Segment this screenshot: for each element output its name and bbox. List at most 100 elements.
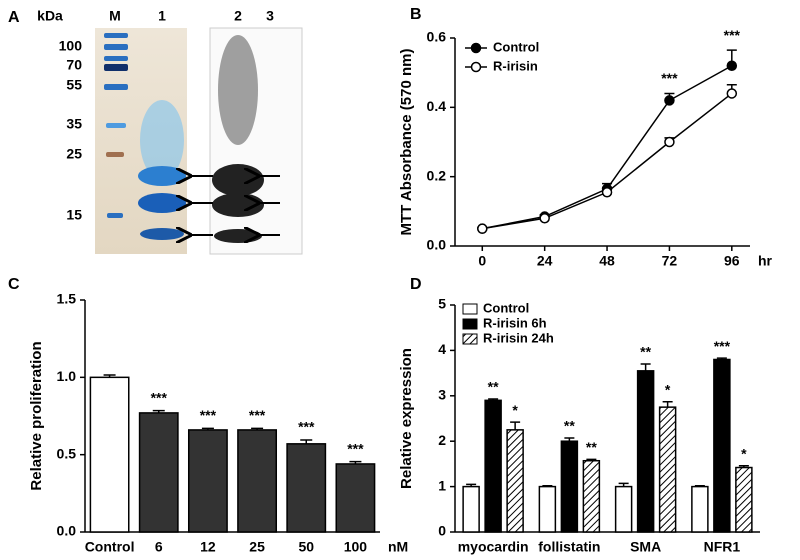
y-tick-label: 0.4 xyxy=(427,98,447,114)
bar xyxy=(614,485,633,533)
blot-bands xyxy=(212,35,264,243)
error-bar xyxy=(466,483,477,487)
x-tick-label: 24 xyxy=(537,253,553,269)
unit-label: kDa xyxy=(37,8,63,24)
error-bar xyxy=(542,484,553,487)
legend-marker xyxy=(470,42,482,54)
point xyxy=(726,88,738,99)
marker-bands xyxy=(104,33,128,218)
bar xyxy=(484,399,502,533)
bar xyxy=(335,463,376,533)
x-tick-label: 12 xyxy=(200,539,216,555)
bar xyxy=(658,406,677,533)
error-bar xyxy=(662,400,673,408)
y-tick-label: 0.2 xyxy=(427,167,447,183)
error-bar xyxy=(251,427,264,430)
lane-label: 3 xyxy=(266,8,274,24)
legend-label: R-irisin 24h xyxy=(483,330,554,345)
x-tick-label: 0 xyxy=(478,253,486,269)
y-tick-label: 3 xyxy=(438,387,446,403)
marker-label: 70 xyxy=(66,57,82,73)
error-bar xyxy=(103,374,116,378)
lane-label: 1 xyxy=(158,8,166,24)
error-bar xyxy=(618,482,629,487)
x-tick-label: follistatin xyxy=(538,539,600,555)
marker-label: 55 xyxy=(66,77,82,93)
error-bar xyxy=(201,427,214,430)
significance: * xyxy=(741,445,747,461)
error-bar xyxy=(586,458,597,461)
bar xyxy=(187,429,228,533)
legend-label: Control xyxy=(483,300,529,315)
significance: * xyxy=(665,381,671,397)
gel-panel: A kDa M 1 2 3 100 70 55 35 25 15 xyxy=(8,8,303,255)
bar xyxy=(538,485,557,533)
legend-swatch xyxy=(462,333,478,345)
significance: *** xyxy=(298,419,315,435)
x-unit: nM xyxy=(388,539,408,555)
bar xyxy=(138,412,179,533)
y-tick-label: 0 xyxy=(438,523,446,539)
significance: *** xyxy=(724,27,741,43)
error-bar xyxy=(716,357,727,360)
x-tick-label: NFR1 xyxy=(704,539,741,555)
legend-marker xyxy=(470,61,482,73)
y-axis-title: MTT Absorbance (570 nm) xyxy=(398,49,415,236)
significance: *** xyxy=(151,389,168,405)
arrows xyxy=(190,176,280,235)
panel-label: D xyxy=(410,276,422,293)
x-tick-label: 100 xyxy=(344,539,368,555)
x-tick-label: 50 xyxy=(298,539,314,555)
panel-label: C xyxy=(8,276,20,293)
bar xyxy=(636,370,655,533)
significance: *** xyxy=(200,407,217,423)
y-tick-label: 0.0 xyxy=(57,523,77,539)
y-tick-label: 1.5 xyxy=(57,291,77,307)
bar xyxy=(713,358,731,533)
y-tick-label: 2 xyxy=(438,432,446,448)
legend-label: R-irisin xyxy=(493,58,538,73)
x-tick-label: 25 xyxy=(249,539,265,555)
point xyxy=(664,95,675,106)
x-unit: hr xyxy=(758,253,773,269)
bar xyxy=(506,429,524,533)
error-bar xyxy=(694,484,705,487)
y-tick-label: 4 xyxy=(438,341,446,357)
error-bar xyxy=(738,464,749,468)
lane-label: 2 xyxy=(234,8,242,24)
point xyxy=(601,187,613,198)
legend-swatch xyxy=(462,318,478,330)
legend-label: R-irisin 6h xyxy=(483,315,547,330)
significance: *** xyxy=(714,338,731,354)
marker-label: 35 xyxy=(66,116,82,132)
legend-label: Control xyxy=(493,39,539,54)
significance: *** xyxy=(249,407,266,423)
point xyxy=(539,213,550,224)
error-bar xyxy=(300,439,313,444)
error-bar xyxy=(152,409,165,413)
bar xyxy=(582,459,601,533)
significance: ** xyxy=(586,439,597,455)
x-tick-label: 48 xyxy=(599,253,615,269)
significance: * xyxy=(512,402,518,418)
significance: *** xyxy=(661,70,678,86)
significance: ** xyxy=(640,344,651,360)
significance: ** xyxy=(488,379,499,395)
marker-label: 15 xyxy=(66,207,82,223)
x-tick-label: SMA xyxy=(630,539,661,555)
y-tick-label: 5 xyxy=(438,296,446,312)
error-bar xyxy=(349,460,362,464)
point xyxy=(477,223,488,234)
bar xyxy=(286,443,327,533)
significance: ** xyxy=(564,418,575,434)
bar xyxy=(462,485,480,533)
lane-label: M xyxy=(109,8,121,24)
panel-label: A xyxy=(8,9,20,26)
bar xyxy=(237,429,278,533)
y-tick-label: 0.6 xyxy=(427,29,447,45)
significance: *** xyxy=(347,440,364,456)
line xyxy=(482,65,733,230)
y-tick-label: 0.0 xyxy=(427,237,447,253)
y-axis-title: Relative expression xyxy=(398,348,415,489)
